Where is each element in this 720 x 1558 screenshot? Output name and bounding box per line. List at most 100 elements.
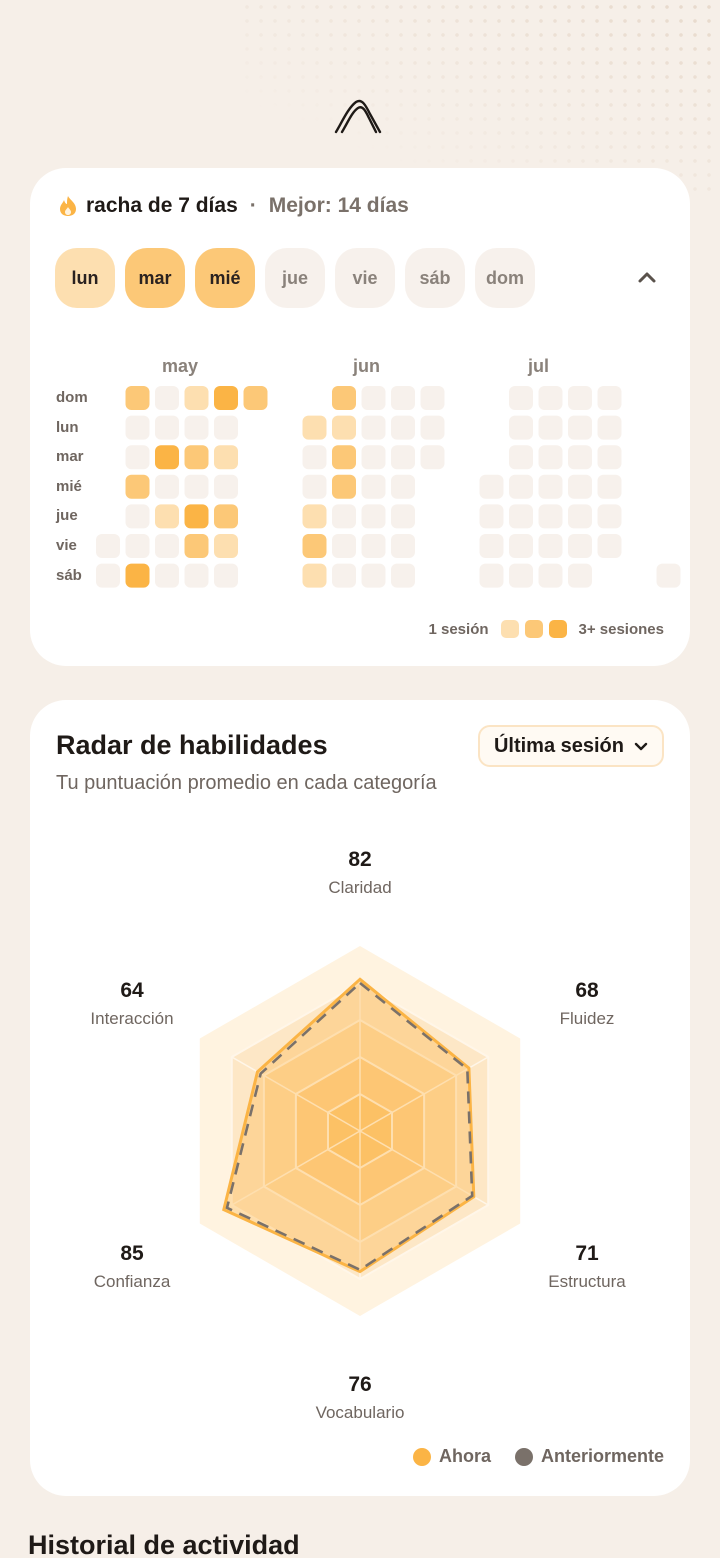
radar-legend: Ahora Anteriormente [412, 1446, 664, 1467]
streak-label: racha de 7 días [86, 194, 238, 217]
heatmap-cell [391, 474, 415, 499]
heatmap-cell [125, 445, 150, 470]
heatmap-cell [214, 534, 238, 558]
heatmap-cell [361, 504, 386, 529]
streak-card: racha de 7 días · Mejor: 14 días lun mar m… [30, 168, 690, 666]
heatmap-cell [214, 415, 238, 440]
heatmap-cell [184, 386, 209, 410]
weekday-label: dom [56, 389, 88, 406]
flame-icon [60, 196, 76, 216]
heatmap-cell [568, 386, 592, 410]
axis-label-fluidez: 68 Fluidez [507, 979, 667, 1029]
heatmap-cell [332, 474, 356, 499]
heatmap-cell [155, 563, 179, 588]
legend-swatch-mid [524, 620, 543, 638]
axis-value: 64 [120, 979, 144, 1002]
heatmap-cell [302, 445, 327, 470]
heatmap-cell [391, 445, 415, 470]
radar-subtitle: Tu puntuación promedio en cada categoría [56, 772, 437, 794]
streak-separator: · [249, 194, 257, 217]
heatmap-cell [214, 504, 238, 529]
month-label: jul [528, 356, 549, 376]
heatmap-cell [155, 445, 179, 470]
session-select-label: Última sesión [493, 734, 624, 757]
axis-name: Fluidez [559, 1009, 615, 1028]
heatmap-cell [391, 563, 415, 588]
radar-spoke [231, 1130, 361, 1206]
weekday-label: mié [56, 477, 82, 495]
axis-label-interaccion: 64 Interacción [52, 979, 212, 1029]
heatmap-cell [155, 504, 179, 529]
axis-value: 76 [348, 1373, 372, 1396]
heatmap-cell [509, 563, 533, 588]
weekday-label: jue [56, 507, 78, 525]
legend-max-label: 3+ sesiones [578, 620, 664, 638]
heatmap-cell [538, 504, 563, 529]
heatmap-cell [568, 415, 592, 440]
heatmap-cell [509, 474, 533, 499]
streak-summary: racha de 7 días · Mejor: 14 días [58, 194, 409, 218]
heatmap-cell [155, 415, 179, 440]
heatmap-cell [243, 386, 268, 410]
heatmap-cell [361, 415, 386, 440]
session-select[interactable]: Última sesión [477, 725, 664, 767]
radar-spoke [359, 1130, 489, 1206]
heatmap-cell [597, 415, 622, 440]
heatmap-cell [597, 534, 622, 558]
day-chip-lun[interactable]: lun [55, 248, 115, 308]
axis-name: Claridad [328, 878, 392, 897]
heatmap-cell [361, 445, 386, 470]
day-chip-sáb[interactable]: sáb [405, 248, 465, 308]
day-chip-mar[interactable]: mar [125, 248, 185, 308]
chevron-down-icon [634, 742, 648, 751]
axis-name: Interacción [90, 1009, 174, 1028]
heatmap-cell [568, 563, 592, 588]
day-chip-vie[interactable]: vie [335, 248, 395, 308]
axis-label-claridad: 82 Claridad [280, 848, 440, 898]
heatmap-cell [125, 386, 150, 410]
heatmap-cell [420, 415, 445, 440]
legend-swatch-high [548, 620, 567, 638]
heatmap-cell [361, 534, 386, 558]
heatmap-cell [538, 415, 563, 440]
heatmap-cell [302, 563, 327, 588]
heatmap-cell [361, 563, 386, 588]
best-streak: Mejor: 14 días [268, 194, 409, 217]
axis-value: 82 [348, 848, 372, 871]
weekday-label: lun [56, 418, 79, 436]
heatmap-cell [214, 386, 238, 410]
heatmap-cell [568, 504, 592, 529]
heatmap-cell [509, 534, 533, 558]
heatmap-cell [391, 415, 415, 440]
heatmap-cell [656, 563, 681, 588]
heatmap-cell [184, 504, 209, 529]
heatmap-cell [214, 563, 238, 588]
heatmap-cell [155, 474, 179, 499]
heatmap-cell [509, 415, 533, 440]
heatmap-cell [96, 534, 120, 558]
radar-spoke [359, 1056, 489, 1132]
heatmap-cell [332, 386, 356, 410]
heatmap-cell [155, 386, 179, 410]
day-chip-dom[interactable]: dom [475, 248, 535, 308]
heatmap-cell [184, 563, 209, 588]
heatmap-cell [509, 445, 533, 470]
heatmap-cell [332, 445, 356, 470]
chevron-up-icon[interactable] [634, 264, 660, 290]
day-chip-jue[interactable]: jue [265, 248, 325, 308]
heatmap-cell [597, 445, 622, 470]
heatmap-cell [184, 415, 209, 440]
heatmap-cell [332, 563, 356, 588]
heatmap-cell [420, 386, 445, 410]
heatmap-cell [538, 445, 563, 470]
axis-value: 68 [575, 979, 599, 1002]
radar-series-now [222, 977, 476, 1274]
heatmap-cell [538, 534, 563, 558]
axis-label-confianza: 85 Confianza [52, 1242, 212, 1292]
radar-spoke [231, 1056, 361, 1132]
day-chip-mié[interactable]: mié [195, 248, 255, 308]
heatmap-cell [479, 563, 504, 588]
heatmap-cell [125, 415, 150, 440]
heatmap-cell [420, 445, 445, 470]
heatmap-cell [597, 504, 622, 529]
